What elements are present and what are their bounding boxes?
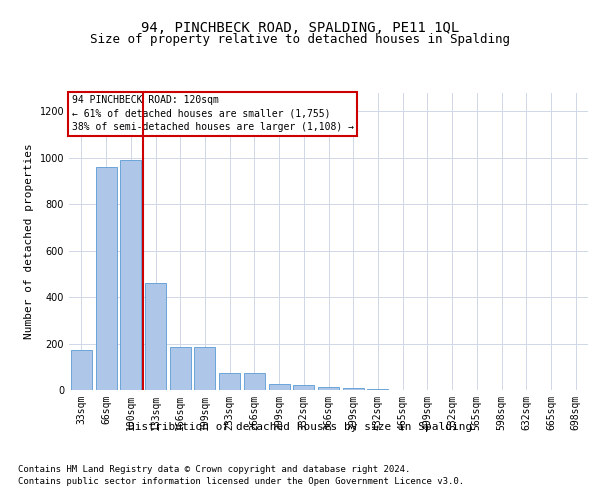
Text: Size of property relative to detached houses in Spalding: Size of property relative to detached ho… bbox=[90, 32, 510, 46]
Bar bbox=[244, 372, 265, 390]
Bar bbox=[219, 372, 240, 390]
Bar bbox=[269, 384, 290, 390]
Text: Distribution of detached houses by size in Spalding: Distribution of detached houses by size … bbox=[128, 422, 472, 432]
Bar bbox=[343, 388, 364, 390]
Text: Contains public sector information licensed under the Open Government Licence v3: Contains public sector information licen… bbox=[18, 476, 464, 486]
Bar bbox=[120, 160, 141, 390]
Bar bbox=[145, 283, 166, 390]
Bar bbox=[293, 386, 314, 390]
Bar bbox=[71, 350, 92, 390]
Text: Contains HM Land Registry data © Crown copyright and database right 2024.: Contains HM Land Registry data © Crown c… bbox=[18, 464, 410, 473]
Bar bbox=[194, 347, 215, 390]
Bar bbox=[170, 347, 191, 390]
Y-axis label: Number of detached properties: Number of detached properties bbox=[24, 144, 34, 339]
Bar bbox=[367, 389, 388, 390]
Bar bbox=[95, 167, 116, 390]
Bar bbox=[318, 386, 339, 390]
Text: 94 PINCHBECK ROAD: 120sqm
← 61% of detached houses are smaller (1,755)
38% of se: 94 PINCHBECK ROAD: 120sqm ← 61% of detac… bbox=[71, 96, 353, 132]
Text: 94, PINCHBECK ROAD, SPALDING, PE11 1QL: 94, PINCHBECK ROAD, SPALDING, PE11 1QL bbox=[141, 20, 459, 34]
